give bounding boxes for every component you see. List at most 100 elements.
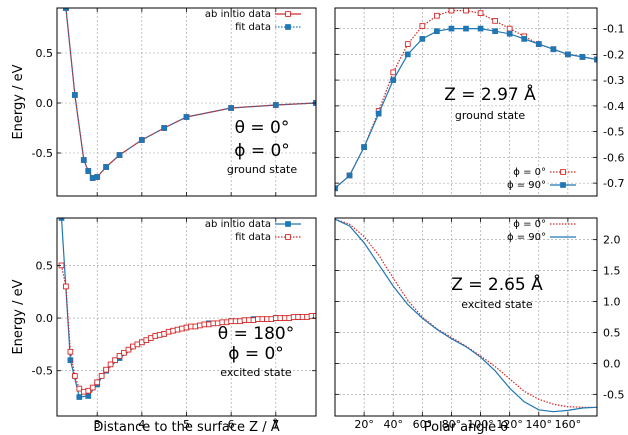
series-layer: [58, 218, 316, 400]
y-tick-label: 2.0: [603, 234, 621, 247]
plot-frame: [334, 7, 598, 197]
x-tick-label: 3: [94, 418, 101, 431]
data-point: [80, 157, 87, 163]
series-layer: [335, 218, 597, 413]
data-point: [448, 8, 455, 14]
data-point: [85, 168, 92, 174]
panel-bottom-left: 3 4 5 6 7 0.5 0.0 -0.5 Energy / eV Distance to th…: [11, 217, 317, 435]
data-point: [506, 25, 513, 32]
data-point: [404, 51, 411, 58]
data-point: [72, 92, 78, 98]
legend-label: fit data: [235, 22, 271, 33]
legend-label: ϕ = 0°: [513, 219, 546, 230]
x-tick-label: 20°: [354, 418, 374, 431]
legend-label: ab initio data: [205, 219, 271, 230]
x-tick-label: 7: [272, 418, 279, 431]
panel-top-right: -0.1 -0.2 -0.3 -0.4 -0.5 -0.6 -0.7 ϕ = 0° ϕ = 90…: [334, 7, 624, 197]
annotation: ground state: [227, 163, 298, 176]
legend-label: fit data: [235, 232, 271, 243]
data-point: [463, 25, 469, 32]
legend-label: ϕ = 90°: [507, 180, 546, 191]
data-point: [183, 114, 190, 120]
legend-marker: [560, 182, 566, 188]
annotation: θ = 0°: [235, 118, 290, 138]
series-line-1: [65, 8, 316, 179]
y-tick-label: -0.1: [603, 23, 624, 36]
x-tick-label: 160°: [555, 418, 582, 431]
x-tick-label: 4: [138, 418, 145, 431]
y-tick-label: 1.5: [603, 265, 621, 278]
data-point: [228, 105, 235, 111]
y-tick-label: -0.3: [603, 74, 624, 87]
data-point: [521, 36, 528, 42]
data-point: [361, 144, 367, 150]
legend-label: ϕ = 0°: [513, 167, 546, 178]
y-tick-label: -0.4: [603, 100, 624, 113]
y-tick-label: 1.0: [603, 296, 621, 309]
data-point: [76, 394, 83, 400]
y-axis-label: Energy / eV: [11, 64, 26, 139]
x-tick-label: 40°: [383, 418, 403, 431]
annotation: ground state: [455, 109, 526, 122]
x-tick-label: 140°: [526, 418, 553, 431]
x-axis-label: Polar angle θ: [424, 420, 509, 435]
y-tick-label: -0.2: [603, 48, 624, 61]
data-point: [419, 36, 426, 42]
data-point: [477, 10, 484, 17]
y-tick-label: 0.5: [36, 47, 54, 60]
data-point: [94, 174, 101, 180]
data-point: [565, 51, 571, 58]
y-tick-label: -0.7: [603, 177, 624, 190]
data-point: [492, 28, 498, 35]
y-tick-label: -0.6: [603, 151, 624, 164]
data-point: [85, 393, 92, 399]
data-point: [390, 77, 397, 83]
data-point: [492, 18, 498, 24]
legend-marker: [560, 169, 566, 175]
data-point: [94, 379, 101, 386]
data-point: [463, 8, 469, 14]
panel-top-left: 0.5 0.0 -0.5 Energy / eV ab initio data fit d…: [11, 7, 317, 197]
y-tick-label: 0.0: [36, 97, 54, 110]
data-point: [419, 23, 426, 29]
y-tick-label: -0.5: [603, 388, 624, 401]
data-point: [390, 69, 397, 76]
x-tick-label: 80°: [442, 418, 462, 431]
legend-label: ϕ = 90°: [507, 232, 546, 243]
legend-marker: [285, 11, 291, 17]
data-point: [477, 25, 484, 32]
data-point: [89, 384, 96, 391]
y-tick-label: 0.0: [36, 312, 54, 325]
data-point: [67, 357, 74, 364]
y-tick-label: -0.5: [32, 365, 53, 378]
data-point: [550, 46, 557, 53]
legend-marker: [285, 234, 291, 240]
legend-marker: [285, 24, 291, 30]
data-point: [434, 28, 440, 35]
data-point: [346, 172, 353, 179]
data-point: [272, 102, 279, 108]
y-tick-label: -0.5: [603, 126, 624, 139]
data-point: [138, 137, 145, 143]
annotation: ϕ = 0°: [234, 141, 290, 161]
annotation: ϕ = 0°: [228, 344, 284, 364]
y-tick-label: 0.5: [36, 259, 54, 272]
x-axis-label: Distance to the surface Z / Å: [93, 419, 279, 435]
data-point: [506, 30, 513, 37]
data-point: [98, 373, 105, 379]
data-point: [313, 313, 316, 319]
data-point: [375, 110, 382, 117]
series-line-1: [335, 218, 597, 413]
data-point: [579, 54, 586, 60]
annotation: θ = 180°: [218, 324, 294, 344]
x-tick-label: 60°: [413, 418, 433, 431]
data-point: [103, 366, 109, 373]
data-point: [448, 25, 455, 32]
annotation: Z = 2.97 Å: [444, 83, 536, 105]
x-tick-label: 100°: [467, 418, 494, 431]
annotation: excited state: [220, 366, 292, 379]
series-line-0: [335, 218, 597, 408]
data-point: [67, 348, 74, 355]
data-point: [404, 41, 411, 47]
